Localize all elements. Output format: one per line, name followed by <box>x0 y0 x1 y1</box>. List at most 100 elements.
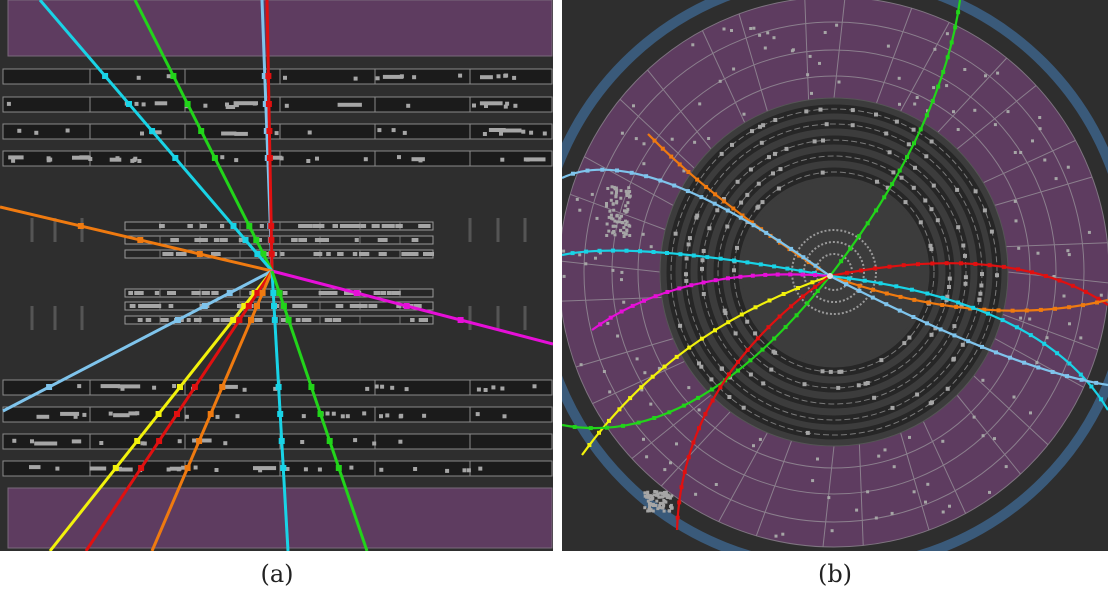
track-hit <box>353 290 360 296</box>
hit <box>379 252 386 256</box>
hit <box>152 385 157 390</box>
hit <box>623 209 626 213</box>
hit <box>715 208 720 213</box>
track-hit <box>265 101 272 107</box>
track-hit <box>751 223 756 228</box>
hit <box>306 159 311 163</box>
hit <box>340 414 345 419</box>
hit <box>686 242 691 247</box>
track-hit <box>815 289 820 293</box>
hit <box>521 129 526 134</box>
hit <box>1066 165 1070 169</box>
hit <box>890 405 895 410</box>
hit <box>739 200 744 205</box>
track-hit <box>1067 305 1072 310</box>
cell-boundary <box>592 360 685 405</box>
hit <box>1028 317 1032 321</box>
hit <box>687 386 691 390</box>
hit <box>701 292 706 296</box>
track-hit <box>615 168 619 173</box>
hit <box>380 238 385 242</box>
hit <box>1014 219 1018 223</box>
track-hit <box>245 303 252 309</box>
hit <box>418 158 423 163</box>
hit <box>619 189 623 193</box>
track-hit <box>335 465 342 471</box>
hit <box>627 223 631 227</box>
hit <box>332 224 337 228</box>
track-hit <box>949 40 954 45</box>
hit <box>134 101 139 106</box>
hit <box>820 170 825 175</box>
hit <box>660 491 664 495</box>
hit <box>730 29 733 32</box>
track-curve <box>829 274 1108 411</box>
hit <box>575 197 579 201</box>
track-hit <box>1010 308 1015 313</box>
hit <box>136 75 141 80</box>
hit <box>359 252 368 256</box>
hit <box>525 157 530 162</box>
hit <box>665 495 669 499</box>
hit <box>542 131 547 136</box>
hit <box>100 384 120 389</box>
hit <box>907 335 912 340</box>
hit <box>963 253 967 258</box>
hit <box>835 23 839 27</box>
hit <box>17 128 22 133</box>
hit <box>151 304 158 308</box>
track-hit <box>847 276 851 281</box>
hit <box>1019 316 1023 320</box>
track-hit <box>262 101 269 107</box>
hit <box>673 231 678 236</box>
hit <box>766 31 770 35</box>
hit <box>643 491 647 495</box>
hit <box>749 27 753 30</box>
cell-ring <box>611 49 1057 495</box>
track-hit <box>268 237 275 243</box>
track-hit <box>980 344 984 349</box>
hit <box>562 249 566 253</box>
hit <box>199 224 207 228</box>
hit <box>763 46 767 50</box>
hit <box>411 238 419 242</box>
hit <box>646 490 650 494</box>
hit <box>337 102 362 107</box>
track-hit <box>667 410 672 415</box>
hit <box>753 331 758 336</box>
track-hit <box>653 294 658 299</box>
hit <box>1031 139 1034 143</box>
hit <box>143 304 151 308</box>
cell-boundary <box>575 338 674 368</box>
hit <box>745 192 750 197</box>
hit <box>513 103 518 108</box>
cell-boundary <box>701 30 746 123</box>
hit <box>988 490 991 494</box>
track-hit <box>713 328 717 333</box>
track-hit <box>925 321 929 326</box>
track-hit <box>718 256 723 261</box>
hit <box>931 183 936 188</box>
hit <box>132 158 137 163</box>
hit <box>622 226 626 230</box>
tracker-ring-edge <box>670 108 998 436</box>
caption-b: (b) <box>817 560 853 588</box>
hit <box>234 131 248 136</box>
hit <box>377 128 382 133</box>
hit <box>647 508 651 511</box>
hit <box>981 378 985 382</box>
track-hit <box>918 127 923 132</box>
track-hit <box>878 281 883 286</box>
hit <box>500 157 505 162</box>
hit <box>214 468 219 472</box>
hit <box>806 73 810 77</box>
hit <box>948 504 951 508</box>
track-hit <box>226 290 233 296</box>
hit <box>300 440 305 444</box>
hit <box>874 516 878 520</box>
hit <box>602 370 606 373</box>
track-hit <box>959 261 963 266</box>
hit <box>606 187 610 190</box>
hit <box>960 342 965 347</box>
track-hit <box>259 290 266 296</box>
